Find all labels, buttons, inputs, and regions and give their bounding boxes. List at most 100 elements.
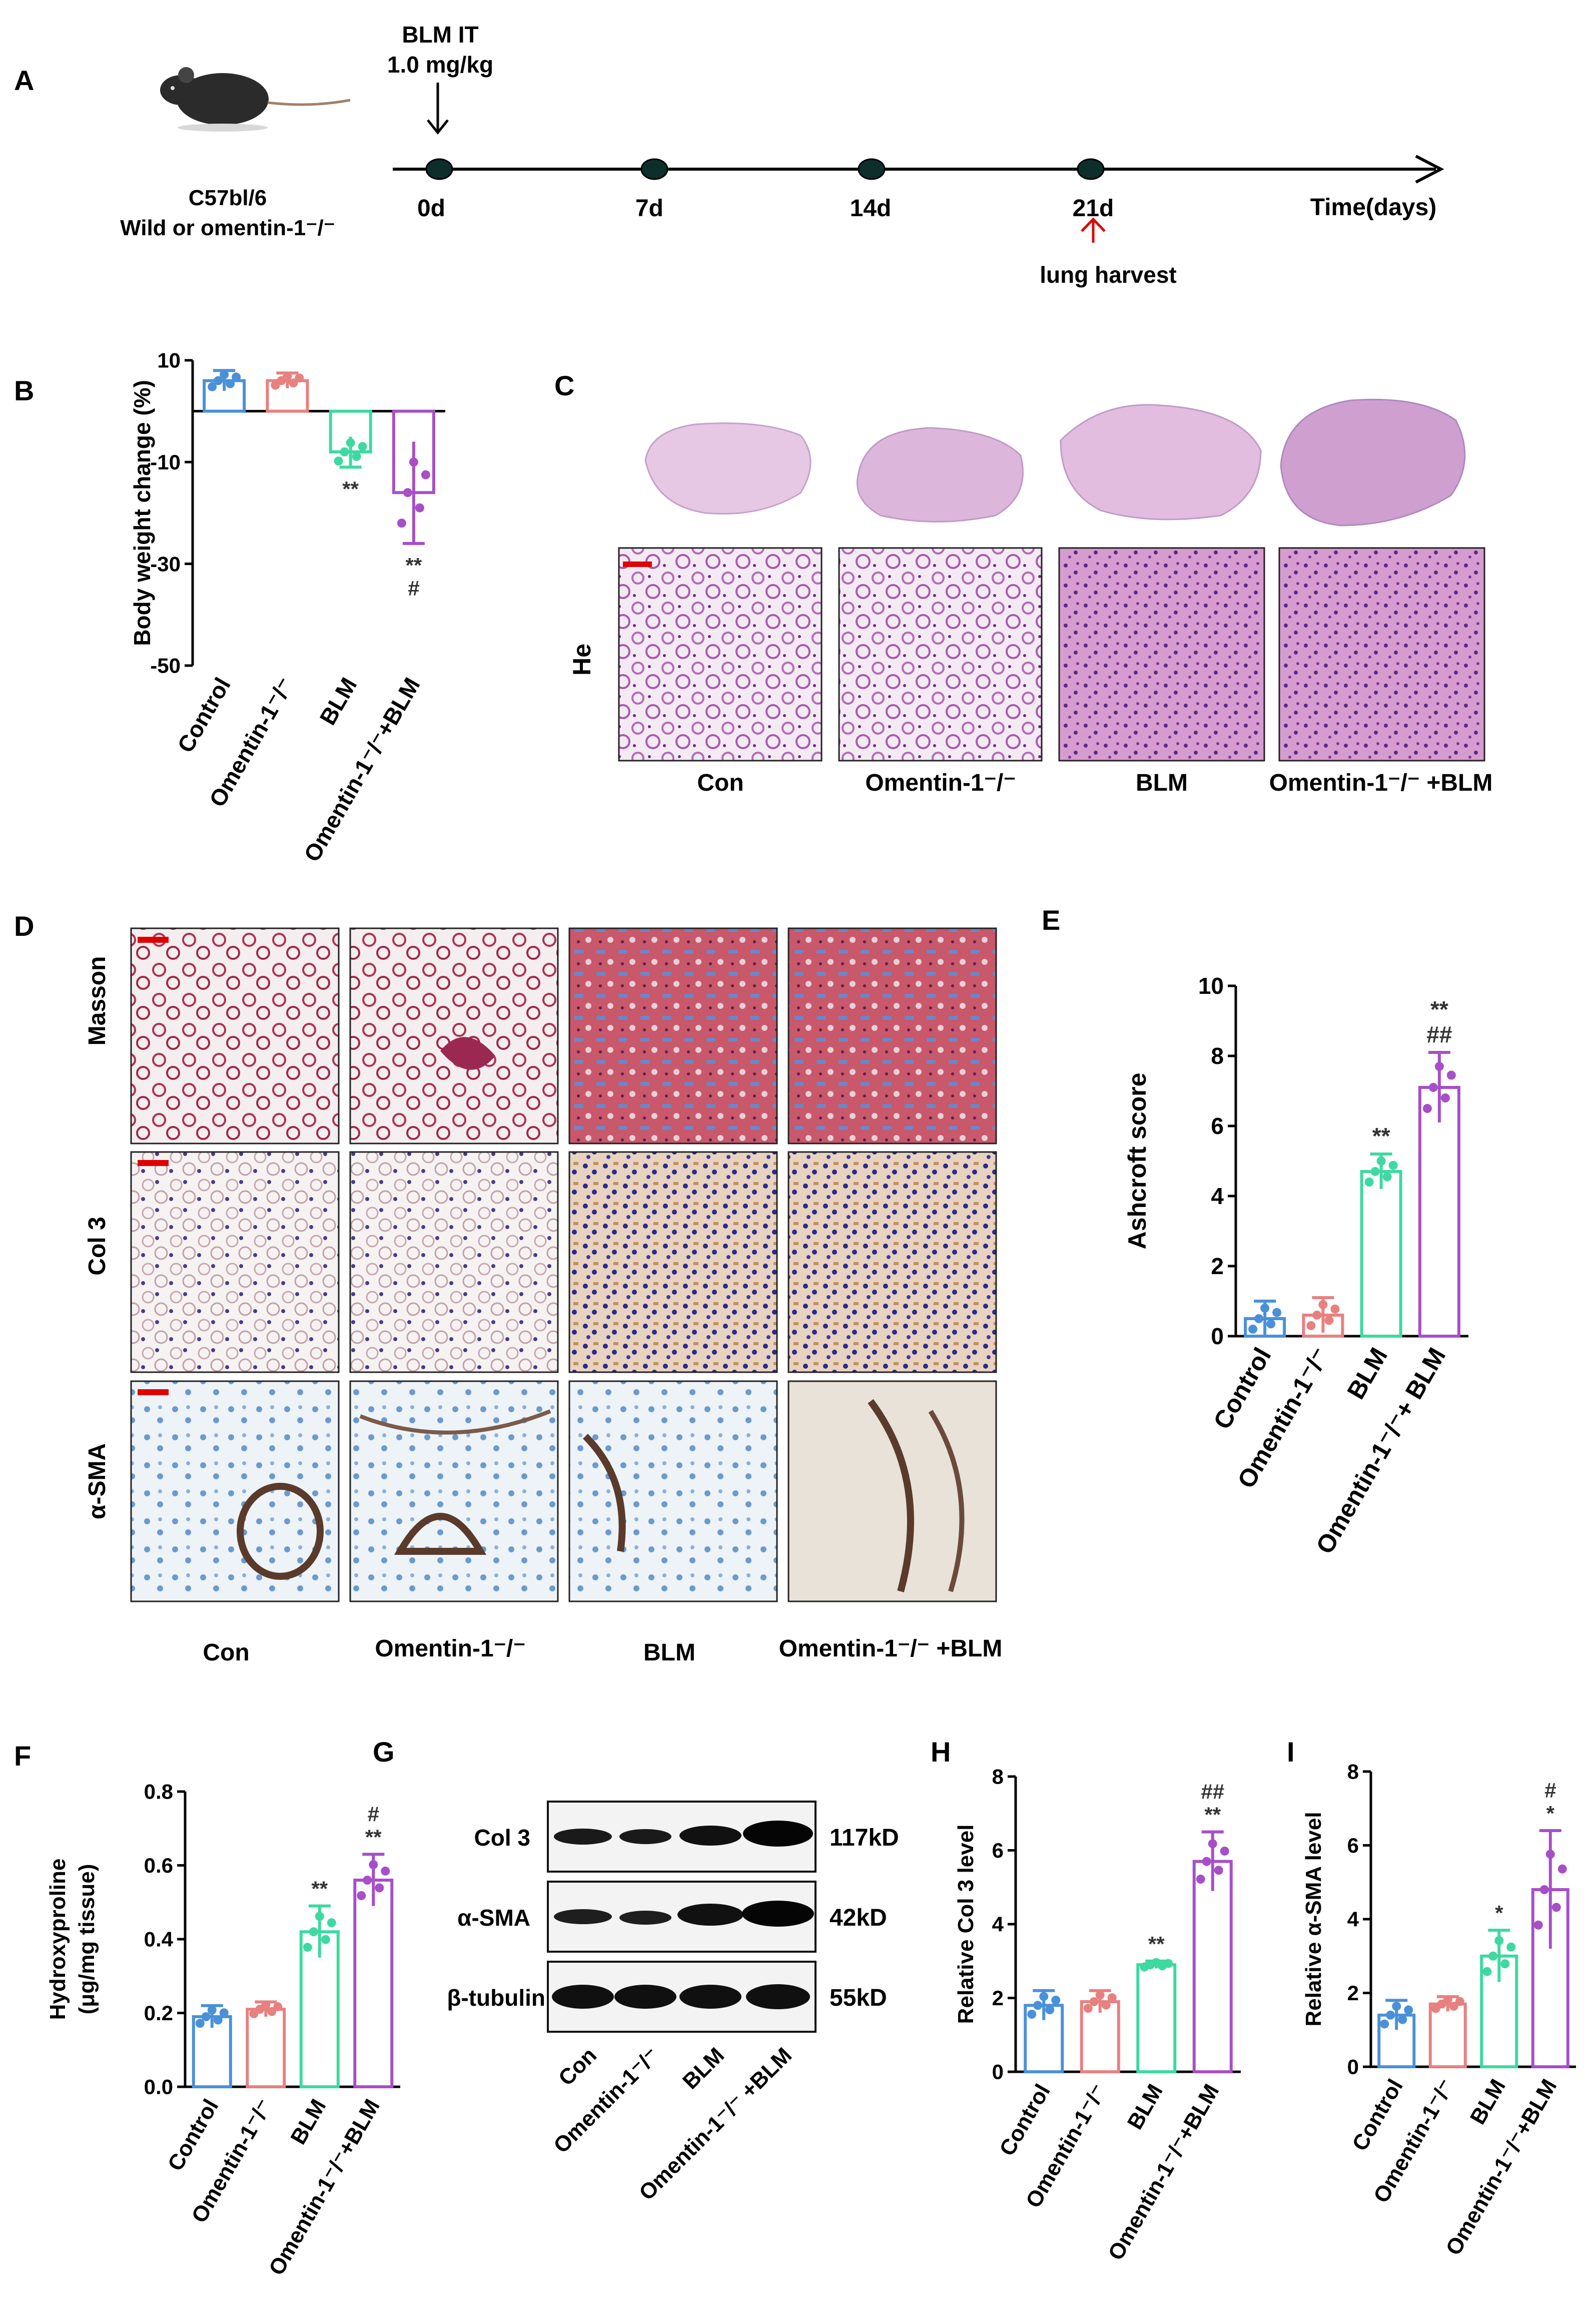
data-point xyxy=(309,1927,318,1937)
y-tick-label: 0.4 xyxy=(144,1928,174,1951)
data-point xyxy=(1398,2015,1407,2024)
data-point xyxy=(283,371,292,381)
data-point xyxy=(1312,1311,1322,1320)
data-point xyxy=(1449,2002,1458,2011)
significance-label: # xyxy=(368,1802,379,1826)
data-point xyxy=(321,1935,330,1944)
data-point xyxy=(1045,2005,1055,2015)
y-tick-label: 2 xyxy=(992,1986,1004,2010)
panel-letter-e: E xyxy=(1042,904,1060,936)
genotype-label: Wild or omentin-1⁻/⁻ xyxy=(120,216,335,240)
data-point xyxy=(352,452,361,461)
data-point xyxy=(1324,1316,1334,1325)
data-point xyxy=(267,2007,277,2016)
data-point xyxy=(1196,1875,1205,1884)
he-combo-image xyxy=(1278,547,1485,762)
x-category-label: Control xyxy=(172,673,236,757)
he-omentin-image xyxy=(838,547,1043,762)
data-point xyxy=(1404,2005,1413,2015)
data-point xyxy=(226,379,235,388)
x-category-label: BLM xyxy=(1465,2075,1510,2129)
y-tick-label: 2 xyxy=(1211,1253,1224,1279)
harvest-arrow xyxy=(1081,217,1106,243)
data-point xyxy=(1382,1172,1392,1182)
x-category-label: Control xyxy=(163,2095,224,2175)
data-point xyxy=(1051,1995,1061,2005)
data-point xyxy=(1428,1083,1438,1092)
x-category-label: BLM xyxy=(1123,2080,1168,2134)
blot-lane-blm: BLM xyxy=(678,2043,729,2094)
y-tick-label: 0.6 xyxy=(144,1854,173,1877)
data-point xyxy=(1388,1161,1398,1170)
y-tick-label: 8 xyxy=(1211,1043,1224,1069)
day-21-label: 21d xyxy=(1073,195,1114,222)
y-tick-label: 4 xyxy=(1211,1183,1224,1209)
data-point xyxy=(1440,1093,1450,1102)
significance-label: ** xyxy=(1430,996,1448,1022)
bar xyxy=(1360,1170,1402,1338)
data-point xyxy=(1545,1850,1555,1859)
data-point xyxy=(208,382,217,391)
significance-label: ** xyxy=(1372,1123,1390,1149)
data-point xyxy=(1386,2010,1395,2020)
x-category-label: Omentin-1⁻/⁻+BLM xyxy=(299,673,425,866)
data-point xyxy=(232,372,241,382)
asma-omentin-image xyxy=(349,1380,559,1602)
y-tick-label: 8 xyxy=(992,1765,1004,1789)
x-category-label: BLM xyxy=(314,673,362,729)
data-point xyxy=(1095,1990,1105,2000)
x-category-label: BLM xyxy=(286,2095,331,2149)
data-point xyxy=(1083,2004,1093,2013)
bar xyxy=(1192,1860,1233,2073)
masson-omentin-image xyxy=(349,927,559,1144)
he-blm-image xyxy=(1058,547,1265,762)
data-point xyxy=(363,1876,372,1885)
significance-label: ## xyxy=(1201,1780,1224,1804)
panel-letter-c: C xyxy=(554,370,574,401)
data-point xyxy=(219,2008,229,2018)
dose-label: 1.0 mg/kg xyxy=(387,52,493,78)
timeline-markers xyxy=(425,158,1105,180)
data-point xyxy=(1434,1062,1444,1071)
blot-kd-asma: 42kD xyxy=(830,1905,887,1931)
data-point xyxy=(303,1943,312,1952)
data-point xyxy=(213,2015,223,2025)
data-point xyxy=(1376,1156,1386,1166)
harvest-label: lung harvest xyxy=(1040,262,1177,288)
injection-arrow xyxy=(427,83,449,135)
data-point xyxy=(1551,1903,1561,1912)
y-tick-label: 0.2 xyxy=(144,2001,173,2025)
data-point xyxy=(214,376,223,385)
data-point xyxy=(1443,1995,1452,2004)
data-point xyxy=(357,1891,366,1900)
data-point xyxy=(1101,2000,1111,2010)
data-point xyxy=(1488,1951,1498,1961)
y-tick-label: 6 xyxy=(1211,1113,1224,1139)
c-label-omentin: Omentin-1⁻/⁻ xyxy=(865,770,1016,796)
data-point xyxy=(1330,1304,1340,1314)
data-point xyxy=(1260,1304,1270,1313)
col3-blm-image xyxy=(568,1151,778,1373)
data-point xyxy=(1202,1857,1211,1866)
data-point xyxy=(1533,1920,1543,1930)
he-con-image xyxy=(618,547,823,762)
bar xyxy=(1136,1963,1177,2073)
y-tick-label: -30 xyxy=(150,552,181,575)
panel-letter-f: F xyxy=(14,1740,31,1772)
y-tick-label: 0 xyxy=(1211,1323,1224,1349)
y-tick-label: 10 xyxy=(157,349,181,372)
y-tick-label: 0 xyxy=(1347,2055,1359,2079)
day-7-label: 7d xyxy=(635,195,663,222)
data-point xyxy=(421,470,430,479)
data-point xyxy=(358,442,367,451)
col3-con-image xyxy=(130,1151,340,1373)
data-point xyxy=(1248,1325,1258,1334)
asma-stain-label: α-SMA xyxy=(84,1443,111,1519)
c-label-combo: Omentin-1⁻/⁻ +BLM xyxy=(1269,770,1493,796)
chart-f-hydroxyproline: 0.0 0.2 0.4 0.6 0.8 Hydroxyproline (μg/mg tiss… xyxy=(46,1780,400,2279)
data-point xyxy=(369,1860,378,1870)
y-tick-label: 4 xyxy=(1347,1908,1359,1931)
